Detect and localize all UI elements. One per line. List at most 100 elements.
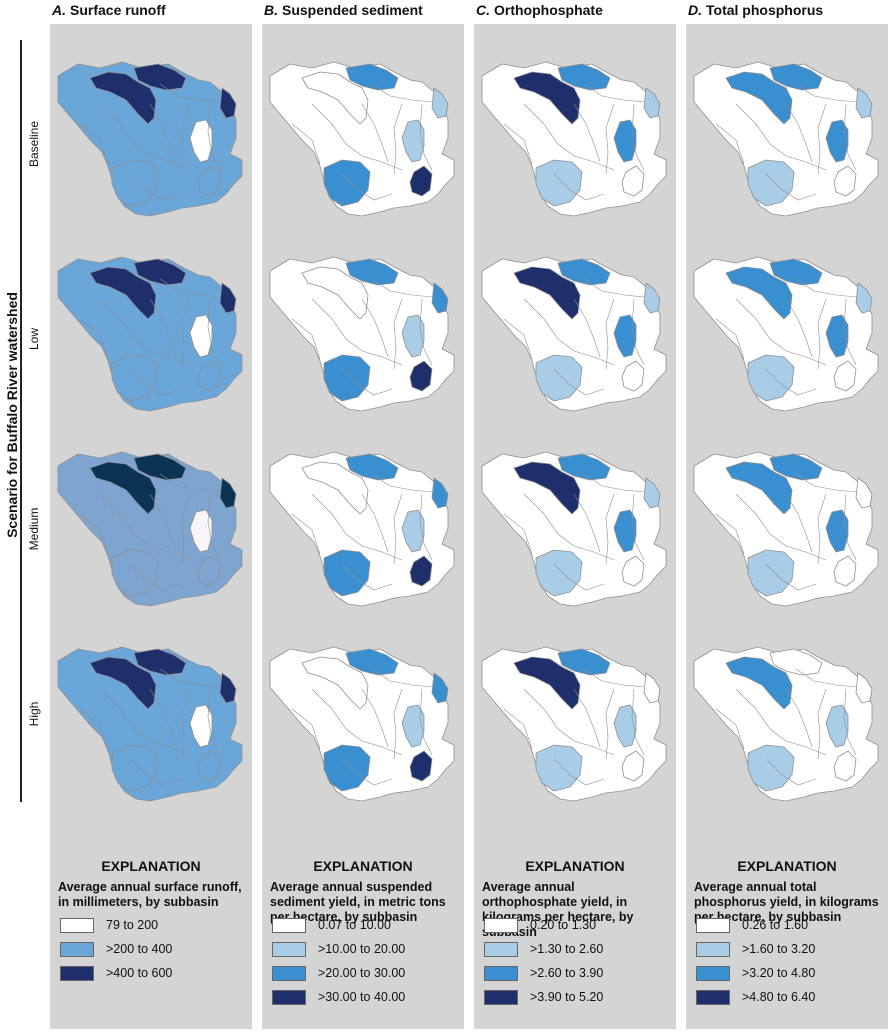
subbasin-northeast <box>133 258 187 286</box>
legend-item: >4.80 to 6.40 <box>696 990 886 1006</box>
subbasin-boundary-line <box>181 298 191 370</box>
subbasin-map-medium <box>57 451 243 607</box>
subbasin-base <box>57 646 243 802</box>
subbasin-boundary-line <box>361 493 389 553</box>
subbasin-boundary-line <box>631 493 645 561</box>
subbasin-south <box>747 354 795 402</box>
subbasin-boundary-line <box>503 123 533 165</box>
subbasin-center <box>613 509 637 553</box>
subbasin-northeast <box>133 648 187 676</box>
legend-item: >20.00 to 30.00 <box>272 966 462 982</box>
subbasin-base <box>693 451 879 607</box>
subbasin-base <box>269 451 455 607</box>
subbasin-boundary-line <box>393 298 403 370</box>
subbasin-center <box>401 509 425 553</box>
subbasin-boundary-line <box>181 103 191 175</box>
subbasin-map-low <box>269 256 455 412</box>
legend-label: >30.00 to 40.00 <box>318 990 406 1004</box>
subbasin-boundary-line <box>371 278 433 298</box>
subbasin-center <box>613 314 637 358</box>
subbasin-map-baseline <box>693 61 879 217</box>
subbasin-boundary-line <box>583 473 645 493</box>
subbasin-center <box>401 704 425 748</box>
column-letter: B. <box>264 2 278 18</box>
subbasin-base <box>57 256 243 412</box>
explanation-description: Average annual orthophosphate yield, in … <box>482 880 634 939</box>
subbasin-boundary-line <box>129 368 181 396</box>
subbasin-boundary-line <box>843 103 857 171</box>
subbasin-boundary-line <box>311 493 403 561</box>
subbasin-northwest <box>725 656 793 710</box>
subbasin-notch <box>409 165 433 197</box>
subbasin-center <box>189 509 213 553</box>
subbasin-boundary-line <box>129 173 181 201</box>
legend-swatch <box>272 990 306 1005</box>
subbasin-boundary-line <box>181 493 191 565</box>
subbasin-east <box>855 282 873 314</box>
subbasin-boundary-line <box>393 688 403 760</box>
legend-label: >200 to 400 <box>106 942 173 956</box>
subbasin-boundary-line <box>817 103 827 175</box>
subbasin-south <box>535 549 583 597</box>
subbasin-south <box>111 549 159 597</box>
subbasin-boundary-line <box>573 103 601 163</box>
subbasin-boundary-line <box>817 298 827 370</box>
subbasin-east <box>431 477 449 509</box>
subbasin-boundary-line <box>311 103 403 171</box>
subbasin-center <box>189 704 213 748</box>
subbasin-boundary-line <box>159 83 221 103</box>
subbasin-boundary-line <box>631 103 645 171</box>
subbasin-boundary-line <box>715 318 745 360</box>
subbasin-base <box>269 646 455 802</box>
legend-label: >1.60 to 3.20 <box>742 942 816 956</box>
column-name: Total phosphorus <box>706 2 824 18</box>
column-letter: D. <box>688 2 702 18</box>
subbasin-boundary-line <box>149 688 177 748</box>
row-label-high: High <box>27 701 41 727</box>
panel-surface-runoff: A. Surface runoff EXPLANATION Average annu… <box>50 2 252 1029</box>
subbasin-boundary-line <box>207 493 221 561</box>
legend-item: >3.90 to 5.20 <box>484 990 674 1006</box>
subbasin-boundary-line <box>341 758 393 786</box>
subbasin-boundary-line <box>371 83 433 103</box>
subbasin-boundary-line <box>393 493 403 565</box>
subbasin-boundary-line <box>583 668 645 688</box>
subbasin-east <box>643 282 661 314</box>
subbasin-boundary-line <box>715 708 745 750</box>
subbasin-boundary-line <box>503 513 533 555</box>
subbasin-center <box>613 119 637 163</box>
subbasin-boundary-line <box>207 103 221 171</box>
subbasin-boundary-line <box>419 103 433 171</box>
legend-label: >4.80 to 6.40 <box>742 990 816 1004</box>
subbasin-boundary-line <box>503 318 533 360</box>
subbasin-northwest <box>301 656 369 710</box>
subbasin-east <box>431 87 449 119</box>
subbasin-notch <box>409 750 433 782</box>
legend-item: 79 to 200 <box>60 918 250 934</box>
legend-item: 0.20 to 1.30 <box>484 918 674 934</box>
subbasin-northwest <box>301 461 369 515</box>
subbasin-boundary-line <box>291 708 321 750</box>
subbasin-east <box>219 87 237 119</box>
subbasin-base <box>481 61 667 217</box>
subbasin-northwest <box>89 656 157 710</box>
subbasin-east <box>855 672 873 704</box>
subbasin-east <box>643 87 661 119</box>
subbasin-boundary-line <box>795 83 857 103</box>
legend-swatch <box>484 966 518 981</box>
legend-swatch <box>272 918 306 933</box>
scenario-axis-title: Scenario for Buffalo River watershed <box>4 292 20 538</box>
explanation-heading: EXPLANATION <box>525 858 625 874</box>
panel-suspended-sediment: B. Suspended sediment EXPLANATION Average … <box>262 2 464 1029</box>
subbasin-south <box>323 159 371 207</box>
subbasin-northeast <box>769 453 823 481</box>
subbasin-base <box>57 61 243 217</box>
subbasin-northeast <box>133 63 187 91</box>
subbasin-east <box>219 477 237 509</box>
legend-item: 0.26 to 1.60 <box>696 918 886 934</box>
subbasin-northeast <box>345 258 399 286</box>
subbasin-notch <box>621 555 645 587</box>
subbasin-map-baseline <box>269 61 455 217</box>
subbasin-northwest <box>301 71 369 125</box>
explanation-description: Average annual surface runoff, in millim… <box>58 880 242 909</box>
